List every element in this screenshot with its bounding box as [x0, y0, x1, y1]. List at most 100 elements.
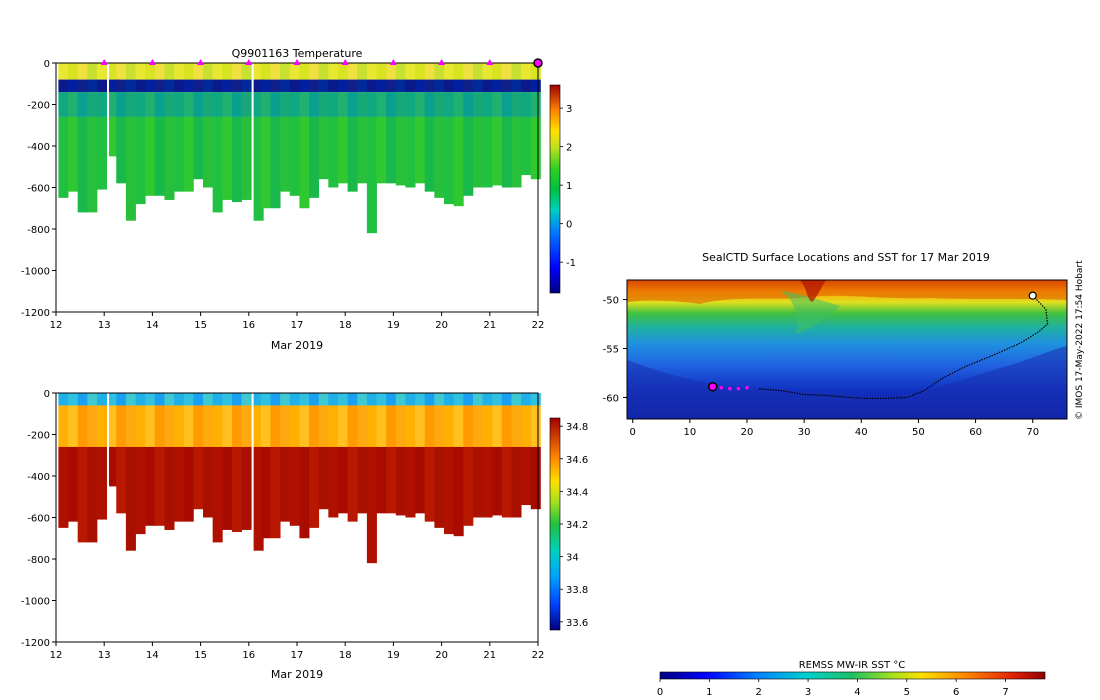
colorbar-tick-label: -1: [566, 258, 576, 269]
profile-column: [511, 393, 522, 518]
profile-cell: [337, 393, 349, 406]
profile-cell: [154, 446, 165, 526]
profile-cell: [222, 92, 233, 117]
profile-column: [203, 63, 214, 188]
profile-column: [405, 63, 416, 188]
profile-cell: [511, 116, 522, 188]
profile-cell: [174, 446, 185, 522]
sst-colorbar-tick-label: 5: [904, 687, 910, 698]
profile-cell: [453, 116, 464, 207]
profile-cell: [174, 79, 185, 93]
profile-cell: [193, 79, 204, 93]
profile-cell: [318, 393, 329, 406]
profile-cell: [395, 63, 406, 80]
profile-cell: [174, 116, 185, 192]
profile-cell: [58, 405, 69, 447]
map-y-tick-label: -55: [603, 345, 619, 356]
profile-cell: [241, 393, 252, 406]
x-tick-label: 18: [339, 650, 352, 661]
recent-position: [719, 385, 724, 390]
profile-column: [463, 393, 474, 526]
profile-column: [366, 63, 377, 234]
profile-column: [501, 63, 512, 188]
profile-cell: [347, 92, 358, 117]
map-x-tick-label: 40: [855, 427, 868, 438]
profile-cell: [501, 405, 512, 447]
profile-cell: [405, 393, 416, 406]
profile-cell: [212, 63, 223, 80]
sst-map-panel: SealCTD Surface Locations and SST for 17…: [603, 251, 1085, 438]
profile-cell: [299, 92, 310, 117]
temperature-section-panel: Q9901163 Temperature 0 -200 -400 -600 -800 -1…: [21, 47, 576, 352]
profile-cell: [125, 92, 136, 117]
profile-cell: [241, 63, 252, 80]
profile-cell: [366, 79, 377, 93]
temperature-profiles: [58, 63, 541, 234]
profile-column: [116, 63, 127, 184]
profile-cell: [415, 446, 426, 514]
profile-column: [145, 393, 156, 526]
front-meander: [780, 290, 840, 334]
profile-cell: [415, 116, 426, 184]
profile-column: [96, 393, 108, 520]
profile-cell: [68, 446, 79, 522]
profile-cell: [444, 116, 455, 205]
profile-cell: [109, 79, 120, 93]
profile-column: [77, 63, 88, 213]
sst-colorbar-tick-label: 2: [756, 687, 762, 698]
profile-cell: [501, 79, 512, 93]
profile-cell: [135, 446, 146, 535]
profile-cell: [58, 116, 69, 198]
profile-marker: [100, 59, 108, 65]
profile-cell: [96, 116, 108, 190]
profile-column: [415, 393, 426, 514]
colorbar-tick-label: 3: [566, 104, 572, 115]
profile-cell: [164, 116, 175, 200]
x-tick-label: 15: [194, 320, 207, 331]
profile-column: [453, 63, 464, 207]
profile-cell: [347, 116, 358, 192]
profile-cell: [68, 63, 79, 80]
profile-cell: [109, 393, 120, 406]
profile-cell: [109, 405, 120, 447]
x-tick-label: 13: [98, 650, 111, 661]
map-x-tick-label: 70: [1026, 427, 1039, 438]
colorbar-tick-label: 1: [566, 181, 572, 192]
salinity-section-panel: 0 -200 -400 -600 -800 -1000 -1200 12 13 14 15 16 17…: [21, 389, 588, 681]
profile-cell: [289, 63, 300, 80]
profile-cell: [521, 393, 532, 406]
profile-column: [376, 393, 387, 514]
profile-cell: [145, 92, 156, 117]
x-tick-label: 21: [483, 650, 496, 661]
profile-cell: [280, 393, 291, 406]
profile-cell: [145, 79, 156, 93]
profile-cell: [337, 116, 349, 184]
profile-cell: [68, 92, 79, 117]
profile-cell: [472, 446, 483, 518]
profile-cell: [318, 116, 329, 180]
profile-cell: [231, 446, 242, 533]
colorbar-tick-label: 34: [566, 553, 579, 564]
profile-column: [231, 393, 242, 533]
x-tick-label: 19: [387, 650, 400, 661]
profile-cell: [241, 446, 252, 530]
profile-cell: [424, 446, 435, 522]
x-tick-label: 22: [532, 650, 545, 661]
profile-cell: [472, 63, 483, 80]
profile-cell: [253, 92, 264, 117]
profile-cell: [482, 92, 493, 117]
recent-position: [745, 385, 749, 390]
y-tick-label: -400: [27, 472, 50, 483]
map-x-tick-label: 0: [630, 427, 636, 438]
profile-cell: [521, 63, 532, 80]
profile-cell: [270, 79, 281, 93]
profile-cell: [109, 92, 120, 117]
profile-column: [241, 393, 252, 530]
profile-cell: [109, 63, 120, 80]
x-tick-label: 16: [242, 320, 255, 331]
profile-cell: [222, 446, 233, 530]
profile-column: [87, 63, 98, 213]
profile-cell: [386, 79, 397, 93]
x-tick-label: 17: [291, 320, 304, 331]
profile-cell: [328, 92, 339, 117]
